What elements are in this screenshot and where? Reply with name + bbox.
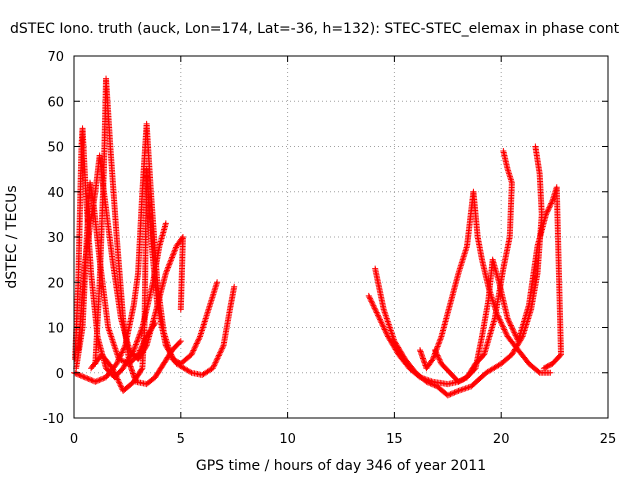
data-point-marker: [383, 314, 389, 320]
data-point-marker: [106, 326, 112, 332]
x-tick-label: 10: [279, 432, 296, 447]
x-axis-label: GPS time / hours of day 346 of year 2011: [196, 458, 486, 474]
data-point-marker: [105, 325, 111, 331]
data-point-marker: [460, 386, 466, 392]
y-axis-label: dSTEC / TECUs: [4, 185, 20, 288]
data-point-marker: [110, 338, 116, 344]
data-point-marker: [532, 144, 538, 150]
x-tick-label: 15: [386, 432, 403, 447]
series-arc-6: [88, 166, 237, 394]
data-point-marker: [547, 370, 553, 376]
y-tick-label: 20: [47, 276, 64, 291]
y-tick-label: 50: [47, 141, 64, 156]
chart: dSTEC Iono. truth (auck, Lon=174, Lat=-3…: [0, 0, 640, 480]
data-point-marker: [385, 318, 391, 324]
data-point-marker: [381, 308, 387, 314]
y-tick-label: 30: [47, 231, 64, 246]
y-tick-label: 70: [47, 50, 64, 65]
data-point-marker: [111, 341, 117, 347]
data-point-marker: [163, 220, 169, 226]
data-point-marker: [384, 315, 390, 321]
data-point-marker: [214, 279, 220, 285]
data-point-marker: [386, 323, 392, 329]
data-point-marker: [461, 386, 467, 392]
x-tick-label: 5: [177, 432, 185, 447]
y-tick-label: 0: [56, 367, 64, 382]
data-point-marker: [458, 387, 464, 393]
data-point-marker: [231, 284, 237, 290]
data-point-marker: [108, 334, 114, 340]
data-point-marker: [387, 325, 393, 331]
y-tick-label: 40: [47, 186, 64, 201]
data-point-marker: [107, 329, 113, 335]
data-point-marker: [382, 311, 388, 317]
x-tick-label: 0: [70, 432, 78, 447]
x-tick-label: 20: [493, 432, 510, 447]
y-tick-label: 60: [47, 95, 64, 110]
data-point-marker: [108, 332, 114, 338]
data-point-marker: [113, 347, 119, 353]
data-point-marker: [110, 340, 116, 346]
data-point-marker: [381, 306, 387, 312]
y-tick-label: 10: [47, 322, 64, 337]
data-point-marker: [111, 343, 117, 349]
data-point-marker: [383, 312, 389, 318]
x-tick-label: 25: [600, 432, 617, 447]
data-point-marker: [386, 321, 392, 327]
data-point-marker: [463, 385, 469, 391]
data-point-marker: [106, 328, 112, 334]
data-point-marker: [109, 335, 115, 341]
data-point-marker: [385, 320, 391, 326]
data-point-marker: [384, 317, 390, 323]
data-point-marker: [112, 344, 118, 350]
data-point-marker: [178, 306, 184, 312]
data-point-marker: [107, 331, 113, 337]
chart-title: dSTEC Iono. truth (auck, Lon=174, Lat=-3…: [10, 21, 620, 37]
data-point-marker: [112, 346, 118, 352]
data-point-marker: [382, 309, 388, 315]
y-tick-label: -10: [43, 412, 64, 427]
data-point-marker: [109, 337, 115, 343]
data-point-marker: [464, 385, 470, 391]
